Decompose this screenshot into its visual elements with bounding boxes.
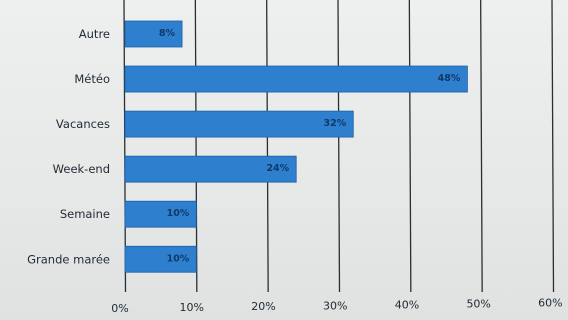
gridline-30	[337, 0, 341, 293]
category-label: Grande marée	[27, 252, 110, 266]
x-tick-label: 10%	[180, 301, 204, 314]
data-label: 8%	[159, 28, 176, 39]
x-tick-label: 20%	[251, 300, 275, 313]
x-tick-label: 40%	[395, 298, 419, 311]
bar-grande-mar-e	[124, 245, 197, 273]
x-tick-label: 30%	[323, 299, 347, 312]
gridline-10	[194, 0, 198, 293]
bar-week-end	[124, 155, 297, 183]
category-label: Météo	[74, 72, 110, 86]
y-axis-line	[123, 0, 127, 293]
bar-m-t-o	[124, 65, 468, 93]
grid-layer	[123, 0, 555, 293]
bar-autre	[124, 20, 183, 48]
bar-semaine	[124, 200, 197, 228]
data-label: 32%	[324, 118, 347, 129]
bar-layer	[124, 20, 468, 273]
category-label: Vacances	[56, 117, 110, 131]
x-tick-label: 60%	[538, 297, 562, 310]
gridline-50	[480, 0, 483, 293]
category-label: Week-end	[53, 162, 110, 176]
data-label: 48%	[438, 73, 461, 84]
label-layer: 0% 10% 20% 30% 40% 50% 60% Autre 8% Météo 48% Vacan…	[27, 27, 563, 315]
gridline-20	[266, 0, 269, 293]
x-tick-label: 50%	[466, 298, 490, 311]
bar-vacances	[124, 110, 354, 138]
data-label: 10%	[167, 208, 190, 219]
category-label: Semaine	[60, 207, 110, 221]
data-label: 10%	[167, 253, 190, 264]
gridline-60	[551, 0, 555, 293]
x-tick-label: 0%	[111, 302, 128, 315]
category-label: Autre	[79, 27, 110, 41]
gridline-40	[408, 0, 412, 293]
data-label: 24%	[266, 163, 289, 174]
